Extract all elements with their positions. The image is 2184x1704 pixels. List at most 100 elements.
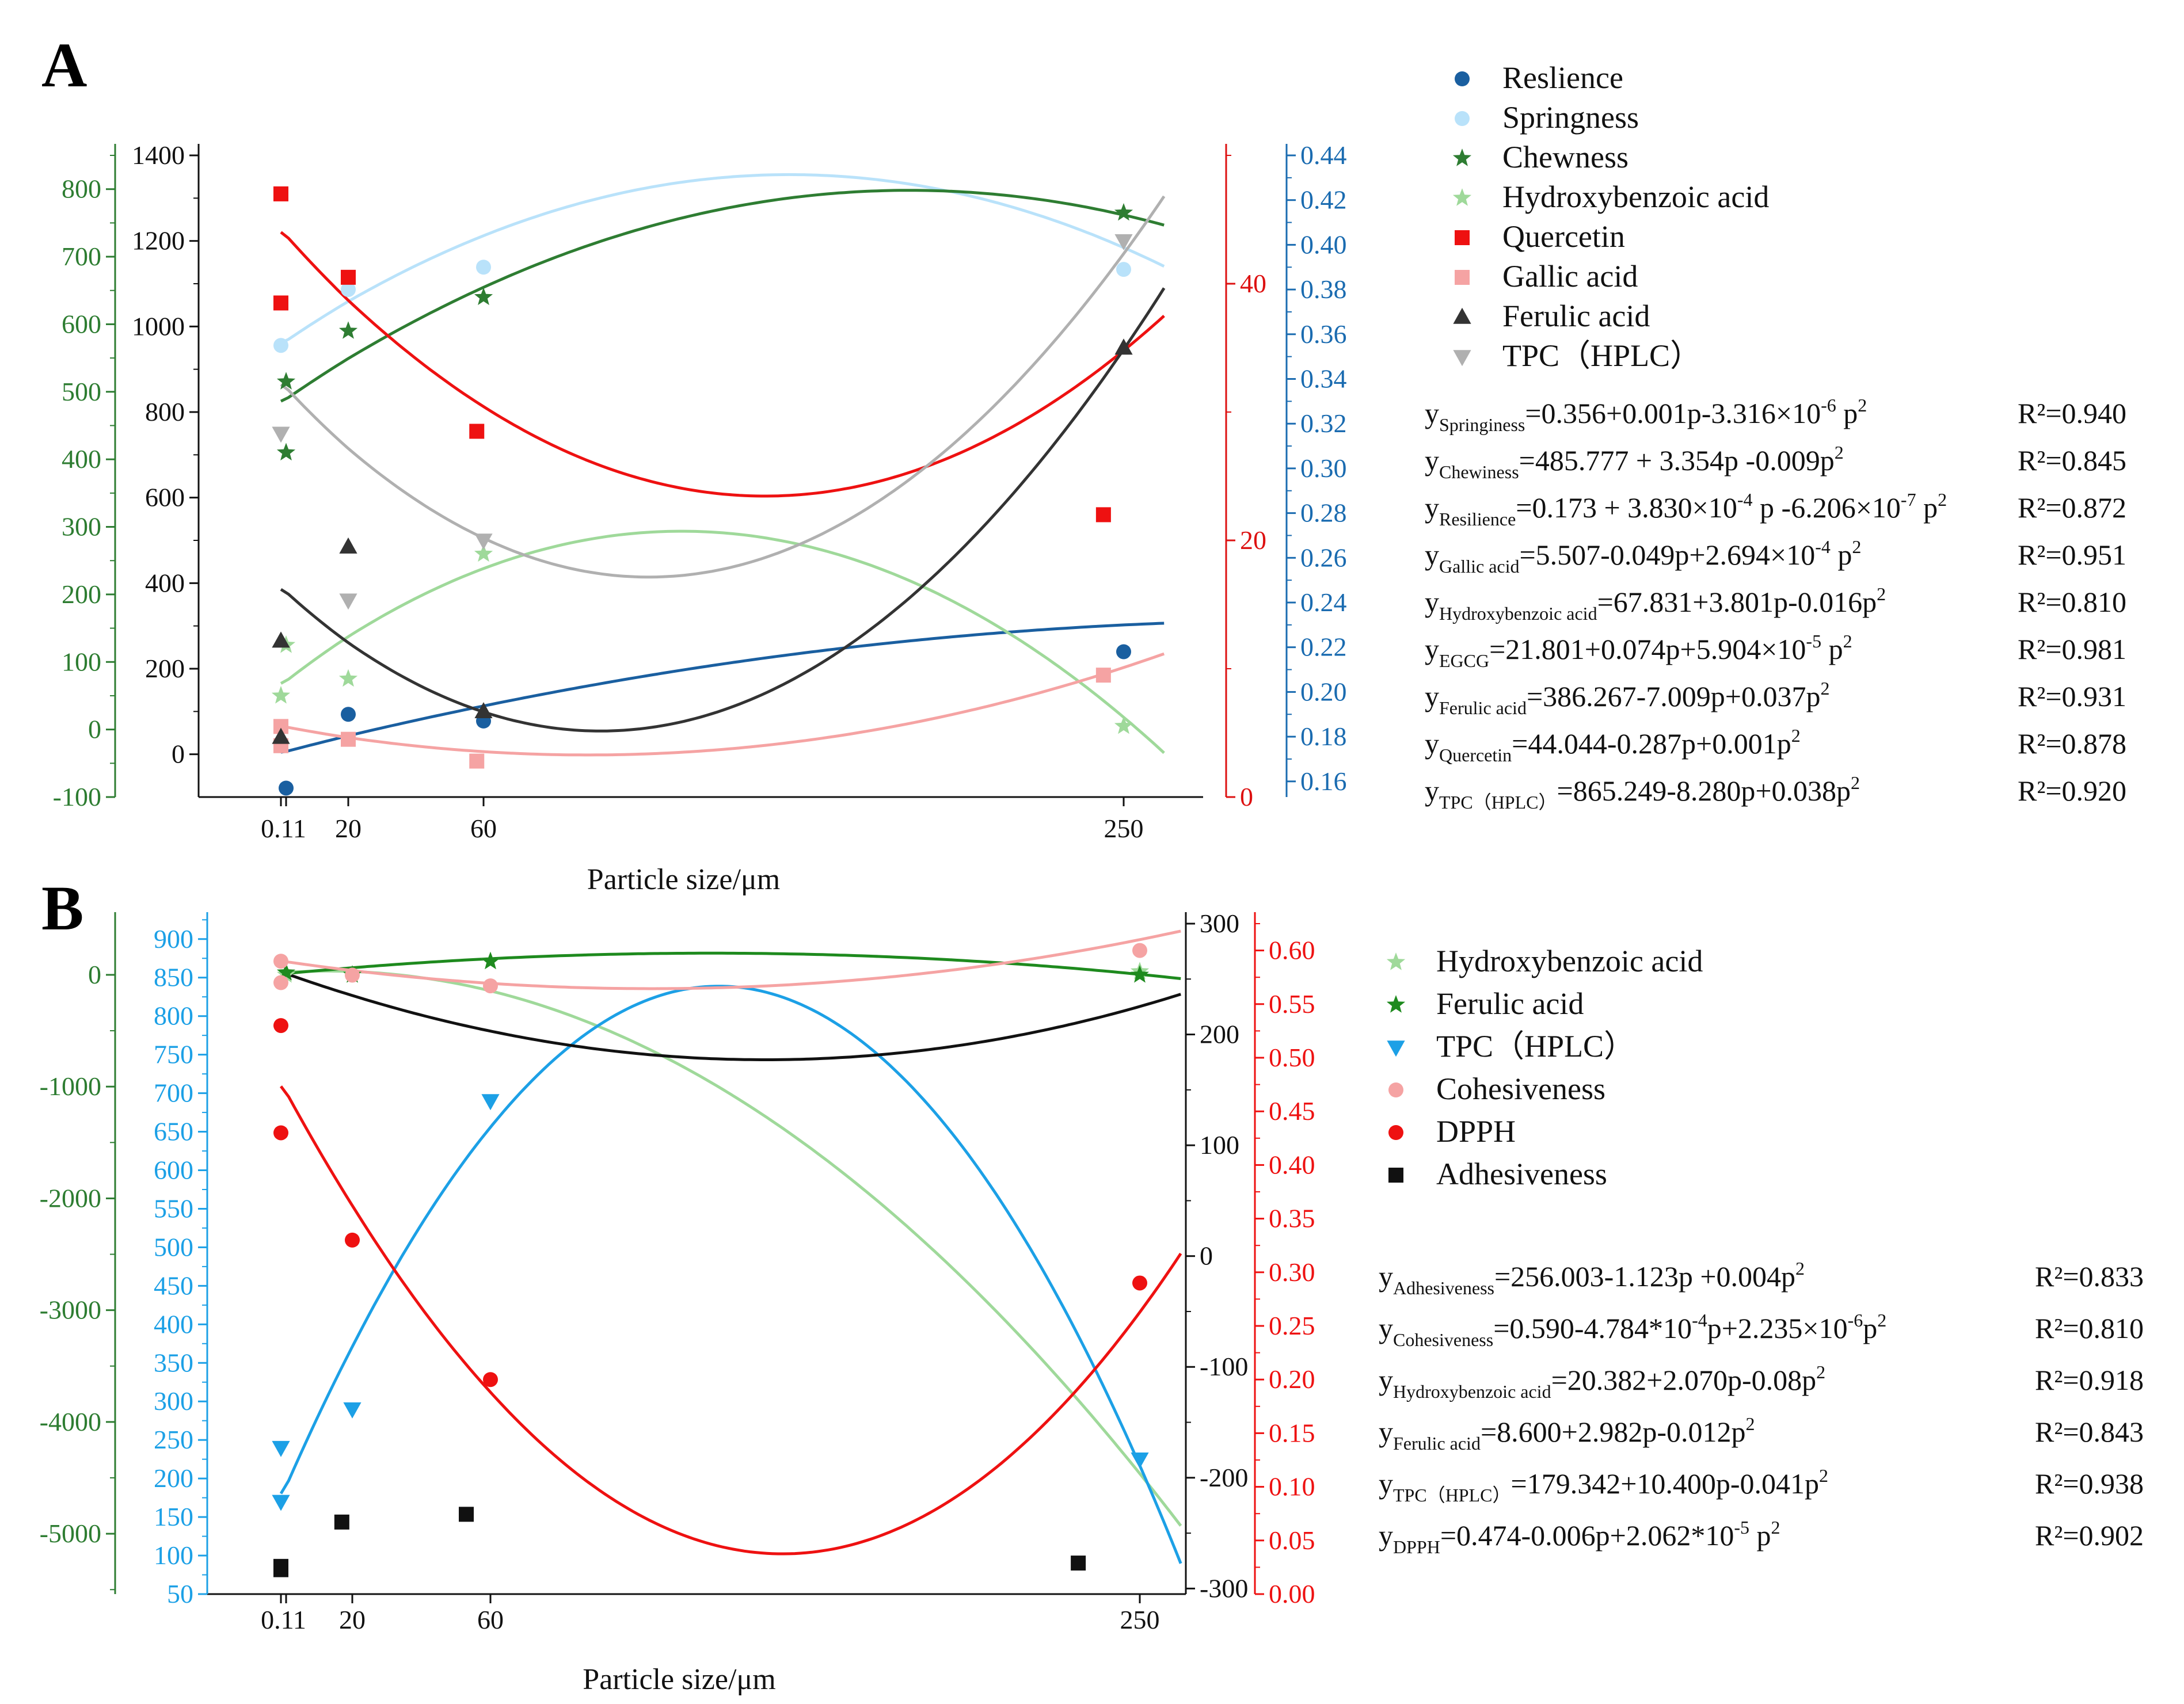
data-point-adhesiveness xyxy=(1071,1556,1086,1571)
y-axis-k-tick-label: 1000 xyxy=(132,311,185,341)
y-axis-g-tick-label: 400 xyxy=(62,444,101,474)
equation-part: y xyxy=(1379,1364,1393,1396)
y-axis-b-tick-label: 0.40 xyxy=(1300,230,1347,259)
data-point-tpc-hplc xyxy=(474,533,493,550)
x-axis-tick-label: 60 xyxy=(470,814,497,843)
equation-adhesiveness: yAdhesiveness=256.003-1.123p +0.004p2 xyxy=(1379,1258,1805,1298)
y-axis-g-tick-label: -100 xyxy=(53,782,101,811)
data-point-springness xyxy=(476,260,491,275)
y-axis-g-tick-label: 200 xyxy=(62,580,101,609)
y-axis-c-tick-label: 250 xyxy=(154,1425,193,1454)
y-axis-g-tick-label: 100 xyxy=(62,647,101,676)
data-point-dpph xyxy=(345,1232,360,1248)
y-axis-g-tick-label: -2000 xyxy=(40,1183,101,1213)
data-point-cohesiveness xyxy=(345,967,360,983)
legend-marker-tpc-hplc xyxy=(1387,1040,1405,1057)
equation-egcg: yEGCG=21.801+0.074p+5.904×10-5 p2 xyxy=(1425,631,1852,671)
fit-curve-ferulic-acid xyxy=(280,951,1181,980)
equation-part: Adhesiveness xyxy=(1393,1278,1494,1298)
y-axis-b-tick-label: 0.34 xyxy=(1300,364,1347,394)
y-axis-g-tick-label: 700 xyxy=(62,242,101,271)
y-axis-r-tick-label: 0.50 xyxy=(1269,1043,1315,1072)
data-point-gallic-acid xyxy=(469,753,485,769)
data-point-dpph xyxy=(273,1125,288,1141)
y-axis-r-tick-label: 0.15 xyxy=(1269,1418,1315,1447)
y-axis-c-tick-label: 600 xyxy=(154,1156,193,1185)
r-squared-adhesiveness: R²=0.833 xyxy=(2035,1260,2144,1293)
data-point-springness xyxy=(1116,262,1131,277)
data-point-ferulic-acid xyxy=(481,951,500,970)
y-axis-g-tick-label: -1000 xyxy=(40,1072,101,1101)
y-axis-r-tick-label: 0.10 xyxy=(1269,1472,1315,1501)
equation-part: -4 xyxy=(1737,489,1753,510)
legend-label-gallic-acid: Gallic acid xyxy=(1502,259,1638,293)
y-axis-k-tick-label: 200 xyxy=(145,654,185,683)
equation-part: 2 xyxy=(1852,536,1861,557)
y-axis-b-tick-label: 0.24 xyxy=(1300,588,1347,617)
equation-part: y xyxy=(1425,775,1439,807)
fit-curve-springness xyxy=(280,173,1165,345)
equation-part: -6 xyxy=(1848,1310,1863,1331)
equation-part: 2 xyxy=(1745,1413,1755,1434)
equation-part: Chewiness xyxy=(1439,462,1519,482)
equation-tpc-hplc: yTPC（HPLC）=179.342+10.400p-0.041p2 xyxy=(1379,1465,1828,1505)
x-axis-tick-label: 250 xyxy=(1120,1605,1160,1634)
legend-label-quercetin: Quercetin xyxy=(1502,219,1625,254)
y-axis-k-tick-label: 100 xyxy=(1200,1130,1239,1160)
r-squared-cohesiveness: R²=0.810 xyxy=(2035,1312,2144,1344)
y-axis-c-tick-label: 350 xyxy=(154,1348,193,1377)
equation-part: 2 xyxy=(1858,395,1867,415)
equation-quercetin: yQuercetin=44.044-0.287p+0.001p2 xyxy=(1425,725,1801,765)
data-point-cohesiveness xyxy=(483,978,498,994)
data-point-tpc-hplc xyxy=(1114,234,1133,250)
equation-part: =0.173 + 3.830×10 xyxy=(1516,491,1737,524)
legend-marker-quercetin xyxy=(1455,230,1470,245)
equation-part: 2 xyxy=(1851,772,1860,793)
equation-part: Hydroxybenzoic acid xyxy=(1393,1381,1551,1402)
legend-marker-ferulic-acid xyxy=(1453,307,1471,324)
legend-label-tpc-hplc: TPC（HPLC） xyxy=(1502,338,1701,373)
y-axis-c-tick-label: 650 xyxy=(154,1117,193,1146)
fit-curve-hydroxybenzoic-acid xyxy=(280,529,1165,754)
equation-part: 2 xyxy=(1938,489,1947,510)
y-axis-b-tick-label: 0.38 xyxy=(1300,275,1347,304)
y-axis-g-tick-label: -3000 xyxy=(40,1295,101,1325)
data-point-tpc-hplc xyxy=(272,426,290,443)
fit-curve-tpc-hplc xyxy=(280,195,1166,579)
equation-part: p xyxy=(1863,1312,1877,1344)
legend-label-cohesiveness: Cohesiveness xyxy=(1436,1072,1605,1106)
data-point-chewness xyxy=(276,443,296,461)
equation-part: y xyxy=(1379,1519,1393,1551)
y-axis-r-tick-label: 0.35 xyxy=(1269,1204,1315,1233)
equation-part: p -6.206×10 xyxy=(1753,491,1901,524)
y-axis-k-tick-label: 1400 xyxy=(132,140,185,170)
legend-marker-tpc-hplc xyxy=(1453,350,1471,367)
legend-marker-reslience xyxy=(1455,71,1470,86)
equation-part: y xyxy=(1425,680,1439,712)
r-squared-dpph: R²=0.902 xyxy=(2035,1519,2144,1551)
equation-part: 2 xyxy=(1877,1310,1886,1331)
data-point-hydroxybenzoic-acid xyxy=(271,686,291,704)
data-point-cohesiveness xyxy=(1132,943,1147,958)
fit-curve-dpph xyxy=(279,1085,1182,1556)
r-squared-tpc-hplc: R²=0.938 xyxy=(2035,1467,2144,1500)
panel-label-b: B xyxy=(41,873,83,943)
y-axis-g-tick-label: 500 xyxy=(62,377,101,406)
data-point-springness xyxy=(341,282,356,298)
panel-b: 0-1000-2000-3000-4000-500050100150200250… xyxy=(40,909,2144,1696)
r-squared-quercetin: R²=0.878 xyxy=(2018,727,2126,760)
data-point-chewness xyxy=(338,321,358,339)
equation-part: =0.590-4.784*10 xyxy=(1493,1312,1692,1344)
data-point-chewness xyxy=(276,372,296,390)
equation-part: 2 xyxy=(1771,1517,1780,1538)
legend-label-ferulic-acid: Ferulic acid xyxy=(1436,986,1584,1021)
equation-part: -5 xyxy=(1806,631,1821,651)
y-axis-c-tick-label: 150 xyxy=(154,1502,193,1531)
equation-part: =865.249-8.280p+0.038p xyxy=(1557,775,1851,807)
equation-part: =21.801+0.074p+5.904×10 xyxy=(1489,633,1806,665)
legend-marker-dpph xyxy=(1388,1125,1403,1140)
y-axis-k-tick-label: 800 xyxy=(145,397,185,426)
y-axis-r-tick-label: 0.40 xyxy=(1269,1150,1315,1179)
equation-part: y xyxy=(1379,1260,1393,1293)
